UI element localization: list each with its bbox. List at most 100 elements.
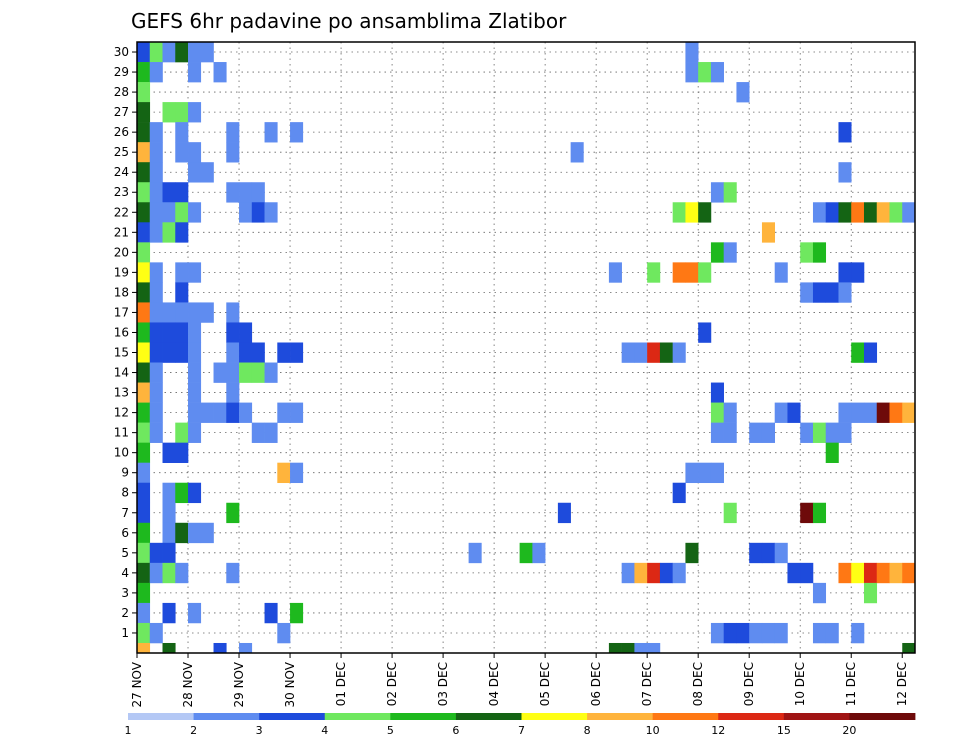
colorbar-label: 15 xyxy=(777,724,791,737)
heatmap-cell xyxy=(889,402,903,423)
heatmap-cell xyxy=(251,182,265,203)
heatmap-cell xyxy=(137,242,151,263)
heatmap-cell xyxy=(188,602,202,624)
x-tick-label: 04 DEC xyxy=(487,662,501,706)
heatmap-cell xyxy=(162,182,176,203)
heatmap-cell xyxy=(149,262,163,283)
heatmap-cell xyxy=(149,362,163,383)
heatmap-cell xyxy=(277,622,291,644)
heatmap-cell xyxy=(149,62,163,83)
heatmap-cell xyxy=(200,302,214,323)
heatmap-cell xyxy=(812,202,827,223)
heatmap-cell xyxy=(200,42,214,63)
heatmap-cell xyxy=(290,602,304,624)
heatmap-cell xyxy=(863,342,878,363)
heatmap-cell xyxy=(137,202,151,223)
colorbar-segment xyxy=(259,713,326,720)
heatmap-cell xyxy=(188,482,202,504)
heatmap-cell xyxy=(226,342,240,363)
heatmap-cell xyxy=(137,462,151,484)
y-tick-label: 22 xyxy=(114,205,129,219)
heatmap-cell xyxy=(863,582,878,604)
heatmap-cell xyxy=(188,102,202,123)
heatmap-cell xyxy=(634,562,648,584)
y-tick-label: 24 xyxy=(114,165,129,179)
heatmap-cell xyxy=(672,202,686,223)
heatmap-cell xyxy=(800,282,814,303)
heatmap-cell xyxy=(825,442,839,463)
y-tick-label: 1 xyxy=(121,626,129,640)
y-tick-label: 29 xyxy=(114,65,129,79)
heatmap-cell xyxy=(736,82,750,103)
heatmap-cell xyxy=(889,562,903,584)
heatmap-cell xyxy=(137,562,151,584)
heatmap-cell xyxy=(149,382,163,403)
heatmap-cell xyxy=(188,422,202,443)
heatmap-cell xyxy=(137,402,151,423)
heatmap-cell xyxy=(251,422,265,443)
heatmap-cell xyxy=(838,422,852,443)
heatmap-cell xyxy=(226,362,240,383)
heatmap-cell xyxy=(226,142,240,163)
heatmap-cell xyxy=(800,562,814,584)
colorbar-segment xyxy=(390,713,457,720)
heatmap-cell xyxy=(647,262,661,283)
heatmap-cell xyxy=(251,342,265,363)
heatmap-cell xyxy=(226,502,240,524)
heatmap-cell xyxy=(137,122,151,143)
heatmap-cell xyxy=(239,642,253,654)
heatmap-cell xyxy=(226,402,240,423)
heatmap-cell xyxy=(162,562,176,584)
heatmap-cell xyxy=(800,422,814,443)
heatmap-cell xyxy=(710,182,724,203)
heatmap-cell xyxy=(137,82,151,103)
heatmap-cell xyxy=(812,622,827,644)
heatmap-cell xyxy=(608,642,622,654)
heatmap-cell xyxy=(825,422,839,443)
y-axis: 1234567891011121314151617181920212223242… xyxy=(114,45,137,640)
heatmap-cell xyxy=(137,622,151,644)
heatmap-cell xyxy=(188,302,202,323)
heatmap-cell xyxy=(200,162,214,183)
y-tick-label: 6 xyxy=(121,526,129,540)
heatmap-cell xyxy=(264,362,278,383)
heatmap-cell xyxy=(137,62,151,83)
heatmap-cell xyxy=(162,102,176,123)
heatmap-cell xyxy=(162,302,176,323)
heatmap-cell xyxy=(137,422,151,443)
heatmap-cell xyxy=(226,322,240,343)
heatmap-cell xyxy=(162,602,176,624)
heatmap-cell xyxy=(621,342,635,363)
x-tick-label: 05 DEC xyxy=(538,662,552,706)
heatmap-cell xyxy=(710,402,724,423)
heatmap-cell xyxy=(175,562,189,584)
colorbar-label: 12 xyxy=(711,724,725,737)
heatmap-cell xyxy=(812,502,827,524)
colorbar-segment xyxy=(324,713,391,720)
heatmap-cell xyxy=(137,142,151,163)
heatmap-cell xyxy=(149,202,163,223)
heatmap-cell xyxy=(175,102,189,123)
heatmap-cell xyxy=(710,62,724,83)
heatmap-cell xyxy=(761,222,776,243)
heatmap-cell xyxy=(137,282,151,303)
x-tick-label: 27 NOV xyxy=(130,661,144,707)
heatmap-cell xyxy=(736,622,750,644)
heatmap-cell xyxy=(162,342,176,363)
heatmap-cell xyxy=(621,642,635,654)
colorbar-label: 3 xyxy=(256,724,263,737)
y-tick-label: 3 xyxy=(121,586,129,600)
heatmap-cell xyxy=(698,322,712,343)
heatmap-cell xyxy=(149,322,163,343)
heatmap-cell xyxy=(137,42,151,63)
heatmap-cell xyxy=(863,202,878,223)
heatmap-cell xyxy=(698,462,712,484)
heatmap-cell xyxy=(634,342,648,363)
x-tick-label: 02 DEC xyxy=(385,662,399,706)
heatmap-cell xyxy=(149,622,163,644)
heatmap-cell xyxy=(137,482,151,504)
colorbar-segment xyxy=(652,713,719,720)
heatmap-cell xyxy=(723,622,737,644)
heatmap-cell xyxy=(188,62,202,83)
heatmap-cell xyxy=(723,402,737,423)
